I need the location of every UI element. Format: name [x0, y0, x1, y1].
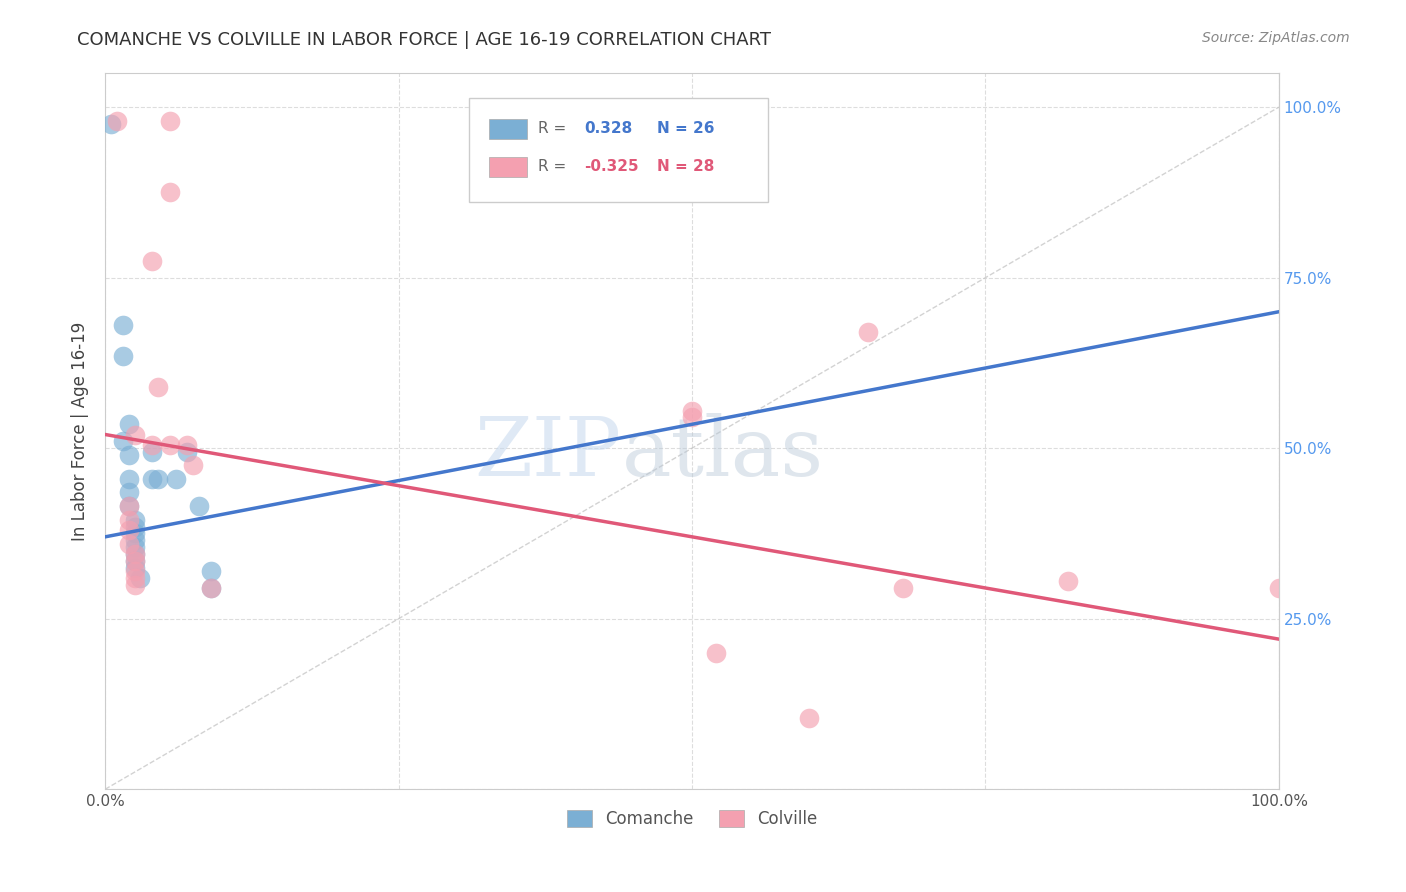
Point: [118, 513, 141, 527]
Point: [159, 438, 181, 452]
Point: [188, 499, 211, 513]
Point: [118, 448, 141, 462]
Point: [118, 472, 141, 486]
Point: [176, 438, 198, 452]
Point: [1268, 581, 1291, 595]
Point: [111, 318, 134, 333]
Point: [124, 571, 146, 585]
Point: [200, 564, 222, 578]
Point: [124, 547, 146, 561]
Point: [159, 113, 181, 128]
Bar: [489, 157, 527, 177]
Text: R =: R =: [538, 121, 567, 136]
Point: [118, 499, 141, 513]
Point: [200, 581, 222, 595]
Point: [891, 581, 914, 595]
Text: COMANCHE VS COLVILLE IN LABOR FORCE | AGE 16-19 CORRELATION CHART: COMANCHE VS COLVILLE IN LABOR FORCE | AG…: [77, 31, 772, 49]
Text: atlas: atlas: [621, 413, 824, 492]
Point: [165, 472, 187, 486]
Point: [124, 560, 146, 574]
Point: [124, 564, 146, 578]
Point: [200, 581, 222, 595]
Point: [146, 380, 169, 394]
Point: [681, 403, 703, 417]
Y-axis label: In Labor Force | Age 16-19: In Labor Force | Age 16-19: [72, 321, 89, 541]
Point: [124, 540, 146, 554]
Point: [146, 472, 169, 486]
Point: [124, 547, 146, 561]
Point: [105, 113, 128, 128]
Point: [799, 710, 821, 724]
Point: [704, 646, 727, 660]
Bar: [489, 119, 527, 139]
Text: ZIP: ZIP: [475, 413, 621, 492]
Point: [124, 554, 146, 568]
Text: 0.328: 0.328: [583, 121, 633, 136]
Text: Source: ZipAtlas.com: Source: ZipAtlas.com: [1202, 31, 1350, 45]
Point: [856, 325, 879, 339]
Point: [141, 472, 163, 486]
Point: [176, 444, 198, 458]
Point: [129, 571, 152, 585]
Point: [124, 519, 146, 533]
Point: [118, 536, 141, 550]
Point: [124, 526, 146, 541]
Text: N = 28: N = 28: [657, 159, 714, 174]
Point: [124, 577, 146, 591]
Point: [124, 533, 146, 548]
Point: [124, 554, 146, 568]
Text: R =: R =: [538, 159, 567, 174]
Text: N = 26: N = 26: [657, 121, 714, 136]
Point: [118, 485, 141, 500]
Point: [124, 513, 146, 527]
Point: [111, 349, 134, 363]
Point: [118, 523, 141, 537]
Point: [111, 434, 134, 449]
Point: [141, 438, 163, 452]
FancyBboxPatch shape: [470, 98, 768, 202]
Point: [124, 427, 146, 442]
Point: [118, 499, 141, 513]
Point: [141, 444, 163, 458]
Point: [159, 186, 181, 200]
Point: [141, 253, 163, 268]
Point: [181, 458, 204, 473]
Legend: Comanche, Colville: Comanche, Colville: [560, 803, 824, 835]
Point: [100, 117, 122, 131]
Point: [118, 417, 141, 432]
Point: [1056, 574, 1078, 589]
Text: -0.325: -0.325: [583, 159, 638, 174]
Point: [681, 410, 703, 425]
